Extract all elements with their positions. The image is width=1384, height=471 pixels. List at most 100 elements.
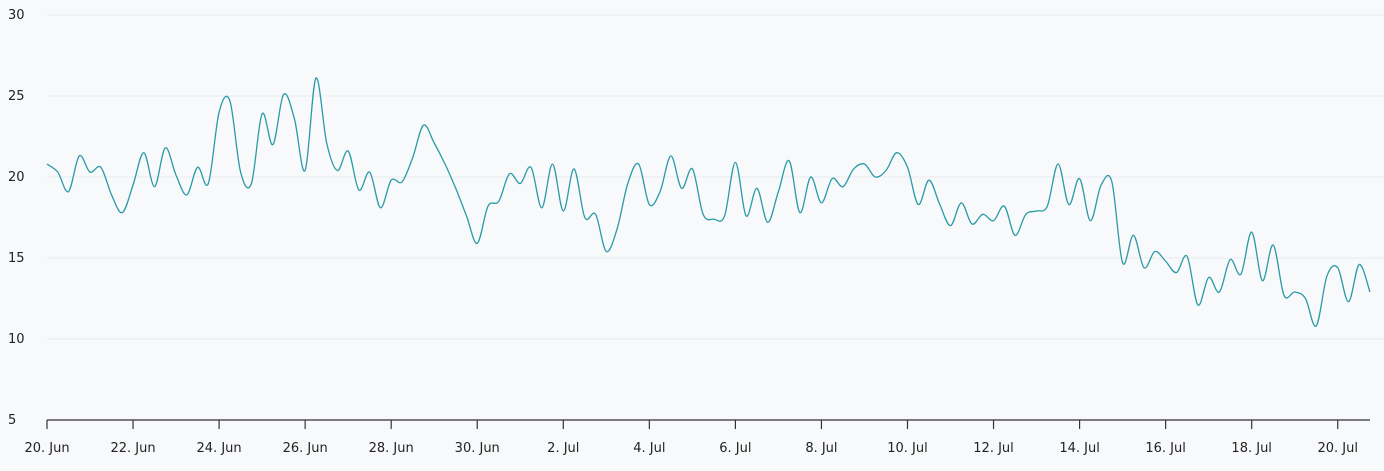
data-point[interactable] [346,149,350,153]
data-point[interactable] [507,172,511,176]
data-point[interactable] [163,146,167,150]
data-point[interactable] [77,154,81,158]
data-point[interactable] [1174,270,1178,274]
data-point[interactable] [303,168,307,172]
data-point[interactable] [798,210,802,214]
data-point[interactable] [335,168,339,172]
data-point[interactable] [1153,249,1157,253]
data-point[interactable] [1336,266,1340,270]
data-point[interactable] [1034,209,1038,213]
data-point[interactable] [819,201,823,205]
data-point[interactable] [948,223,952,227]
data-point[interactable] [174,173,178,177]
data-point[interactable] [271,142,275,146]
data-point[interactable] [1271,243,1275,247]
data-point[interactable] [669,154,673,158]
data-point[interactable] [809,175,813,179]
data-point[interactable] [1207,275,1211,279]
data-point[interactable] [281,92,285,96]
data-point[interactable] [66,189,70,193]
data-point[interactable] [679,186,683,190]
data-point[interactable] [1024,212,1028,216]
data-point[interactable] [464,214,468,218]
data-point[interactable] [550,162,554,166]
data-point[interactable] [325,141,329,145]
data-point[interactable] [701,212,705,216]
data-point[interactable] [841,185,845,189]
data-point[interactable] [755,186,759,190]
data-point[interactable] [314,76,318,80]
data-point[interactable] [1077,176,1081,180]
data-point[interactable] [766,220,770,224]
data-point[interactable] [529,165,533,169]
data-point[interactable] [561,209,565,213]
data-point[interactable] [432,141,436,145]
data-point[interactable] [152,185,156,189]
data-point[interactable] [1110,180,1114,184]
data-point[interactable] [583,215,587,219]
data-point[interactable] [776,189,780,193]
data-point[interactable] [109,193,113,197]
data-point[interactable] [712,217,716,221]
data-point[interactable] [927,178,931,182]
data-point[interactable] [1067,202,1071,206]
data-point[interactable] [733,160,737,164]
data-point[interactable] [378,206,382,210]
data-point[interactable] [195,165,199,169]
data-point[interactable] [1357,262,1361,266]
data-point[interactable] [1002,204,1006,208]
data-point[interactable] [99,165,103,169]
data-point[interactable] [1228,257,1232,261]
data-point[interactable] [852,167,856,171]
data-point[interactable] [658,189,662,193]
data-point[interactable] [228,99,232,103]
data-point[interactable] [249,181,253,185]
data-point[interactable] [120,210,124,214]
data-point[interactable] [357,188,361,192]
data-point[interactable] [411,155,415,159]
data-point[interactable] [1314,324,1318,328]
data-point[interactable] [497,199,501,203]
data-point[interactable] [1260,279,1264,283]
data-point[interactable] [142,151,146,155]
data-point[interactable] [454,186,458,190]
data-point[interactable] [959,201,963,205]
data-point[interactable] [88,170,92,174]
data-point[interactable] [1056,162,1060,166]
data-point[interactable] [636,162,640,166]
data-point[interactable] [862,162,866,166]
data-point[interactable] [604,249,608,253]
data-point[interactable] [540,206,544,210]
data-point[interactable] [722,214,726,218]
data-point[interactable] [56,170,60,174]
data-point[interactable] [292,117,296,121]
data-point[interactable] [238,170,242,174]
data-point[interactable] [1368,290,1372,294]
data-point[interactable] [991,219,995,223]
data-point[interactable] [647,202,651,206]
data-point[interactable] [938,202,942,206]
data-point[interactable] [884,168,888,172]
data-point[interactable] [1163,259,1167,263]
data-point[interactable] [45,162,49,166]
data-point[interactable] [1217,290,1221,294]
data-point[interactable] [217,110,221,114]
data-point[interactable] [1346,300,1350,304]
data-point[interactable] [572,167,576,171]
data-point[interactable] [131,183,135,187]
data-point[interactable] [1013,233,1017,237]
data-point[interactable] [1325,274,1329,278]
data-point[interactable] [1239,272,1243,276]
data-point[interactable] [905,165,909,169]
data-point[interactable] [368,170,372,174]
data-point[interactable] [830,176,834,180]
data-point[interactable] [1099,183,1103,187]
data-point[interactable] [1250,230,1254,234]
data-point[interactable] [389,178,393,182]
data-point[interactable] [518,181,522,185]
data-point[interactable] [1120,261,1124,265]
data-point[interactable] [1282,293,1286,297]
data-point[interactable] [690,167,694,171]
data-point[interactable] [593,212,597,216]
data-point[interactable] [895,151,899,155]
